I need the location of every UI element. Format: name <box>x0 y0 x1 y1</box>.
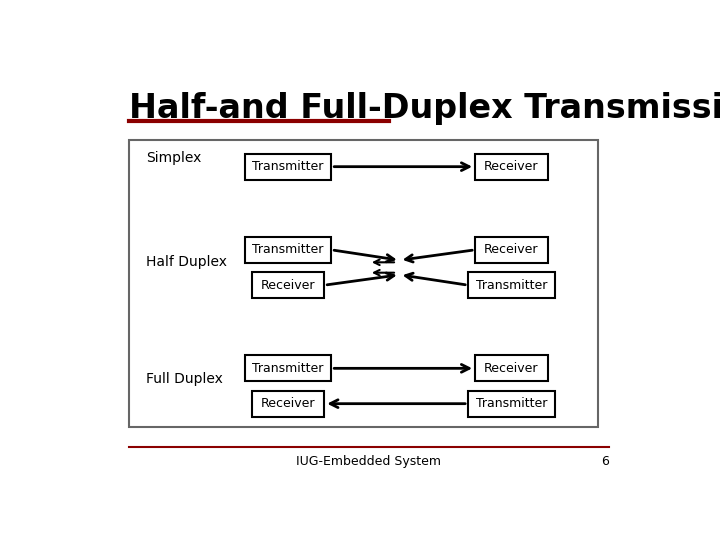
Text: IUG-Embedded System: IUG-Embedded System <box>297 455 441 468</box>
Bar <box>475 154 547 180</box>
Text: Receiver: Receiver <box>261 279 315 292</box>
Text: Transmitter: Transmitter <box>476 397 547 410</box>
Text: Half-and Full-Duplex Transmission: Half-and Full-Duplex Transmission <box>129 92 720 125</box>
Bar <box>245 237 331 263</box>
Text: Receiver: Receiver <box>484 160 539 173</box>
Text: Receiver: Receiver <box>484 362 539 375</box>
Text: 6: 6 <box>601 455 609 468</box>
Bar <box>475 237 547 263</box>
Text: Transmitter: Transmitter <box>476 279 547 292</box>
Bar <box>245 355 331 381</box>
Text: Full Duplex: Full Duplex <box>145 372 222 386</box>
Text: Transmitter: Transmitter <box>253 160 324 173</box>
Bar <box>129 140 598 427</box>
Bar <box>475 355 547 381</box>
Bar <box>468 391 554 416</box>
Bar <box>252 272 324 298</box>
Text: Half Duplex: Half Duplex <box>145 255 227 269</box>
Bar <box>468 272 554 298</box>
Bar <box>252 391 324 416</box>
Text: Transmitter: Transmitter <box>253 362 324 375</box>
Text: Receiver: Receiver <box>484 244 539 256</box>
Text: Transmitter: Transmitter <box>253 244 324 256</box>
Text: Receiver: Receiver <box>261 397 315 410</box>
Bar <box>245 154 331 180</box>
Text: Simplex: Simplex <box>145 151 201 165</box>
